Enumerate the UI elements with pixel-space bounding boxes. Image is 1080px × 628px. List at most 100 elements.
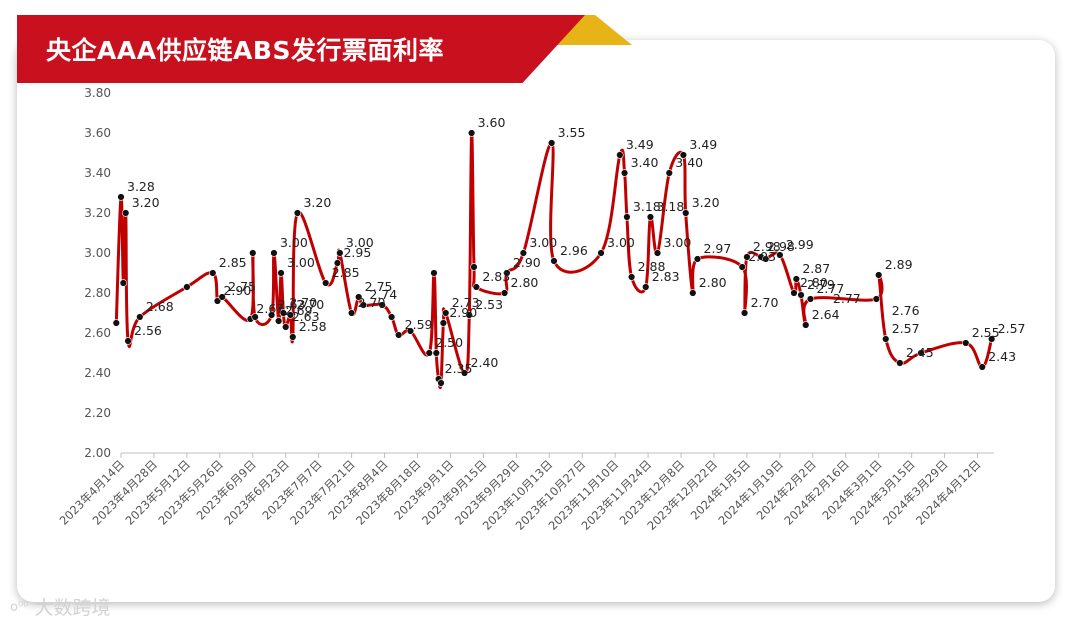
- data-point: [978, 363, 986, 371]
- data-label: 3.18: [656, 199, 684, 214]
- data-point: [249, 249, 257, 257]
- y-tick-label: 2.80: [84, 286, 111, 300]
- series: [112, 129, 996, 390]
- data-label: 2.40: [471, 355, 499, 370]
- data-label: 2.70: [296, 297, 324, 312]
- data-point: [689, 289, 697, 297]
- y-tick-label: 2.00: [84, 446, 111, 460]
- y-tick-label: 2.20: [84, 406, 111, 420]
- data-label: 2.45: [906, 345, 934, 360]
- chart-title: 央企AAA供应链ABS发行票面利率: [46, 36, 444, 65]
- data-label: 2.56: [134, 323, 162, 338]
- data-point: [682, 209, 690, 217]
- data-point: [183, 283, 191, 291]
- data-point: [500, 289, 509, 297]
- data-label: 2.73: [452, 295, 480, 310]
- data-label: 3.28: [127, 179, 155, 194]
- data-label: 2.98: [753, 239, 781, 254]
- data-point: [267, 311, 276, 319]
- data-point: [467, 129, 476, 137]
- data-point: [322, 279, 330, 287]
- data-label: 2.59: [405, 317, 433, 332]
- data-point: [872, 295, 881, 303]
- data-label: 2.50: [435, 335, 463, 350]
- data-point: [738, 263, 746, 271]
- data-point: [693, 255, 702, 263]
- data-point: [627, 273, 636, 281]
- data-label: 3.00: [607, 235, 635, 250]
- y-tick-label: 3.80: [84, 86, 111, 100]
- data-label: 2.89: [885, 257, 913, 272]
- data-point: [354, 293, 363, 301]
- data-point: [119, 279, 128, 287]
- data-point: [743, 253, 751, 261]
- data-label: 3.00: [280, 235, 308, 250]
- data-point: [987, 335, 996, 343]
- data-point: [218, 293, 226, 301]
- data-point: [293, 209, 302, 217]
- data-label: 3.20: [132, 195, 160, 210]
- data-point: [874, 271, 883, 279]
- data-point: [802, 321, 810, 329]
- data-label: 2.57: [998, 321, 1026, 336]
- data-point: [653, 249, 662, 257]
- data-point: [117, 193, 125, 201]
- data-label: 3.40: [631, 155, 659, 170]
- data-label: 2.99: [786, 237, 814, 252]
- data-point: [790, 289, 798, 297]
- data-label: 3.20: [303, 195, 331, 210]
- data-point: [432, 349, 441, 357]
- data-point: [378, 301, 386, 309]
- data-label: 2.90: [513, 255, 541, 270]
- data-point: [277, 269, 285, 277]
- data-point: [792, 275, 801, 283]
- data-point: [620, 169, 629, 177]
- data-point: [465, 311, 473, 319]
- data-label: 2.83: [482, 269, 510, 284]
- data-label: 2.79: [807, 277, 835, 292]
- data-point: [289, 333, 297, 341]
- data-label: 2.74: [369, 287, 397, 302]
- y-tick-label: 3.00: [84, 246, 111, 260]
- x-axis: 2023年4月14日2023年4月28日2023年5月12日2023年5月26日…: [57, 452, 994, 533]
- data-point: [882, 335, 890, 343]
- data-label: 3.49: [689, 137, 717, 152]
- data-point: [209, 269, 217, 277]
- data-point: [213, 297, 222, 305]
- data-label: 2.63: [278, 297, 306, 312]
- data-point: [616, 151, 624, 159]
- data-label: 2.75: [365, 279, 393, 294]
- data-label: 3.00: [287, 255, 315, 270]
- data-label: 2.58: [299, 319, 327, 334]
- data-point: [430, 269, 438, 277]
- data-point: [336, 249, 344, 257]
- data-label: 3.00: [529, 235, 557, 250]
- data-point: [797, 291, 805, 299]
- watermark: ᴏ⁰⁰ 大数跨境: [10, 596, 110, 620]
- data-label: 2.35: [445, 361, 473, 376]
- data-point: [776, 251, 784, 259]
- data-point: [962, 339, 970, 347]
- data-label: 2.80: [511, 275, 539, 290]
- watermark-text: 大数跨境: [34, 597, 111, 619]
- data-label: 2.69: [285, 303, 313, 318]
- data-label: 2.95: [343, 245, 371, 260]
- data-point: [439, 319, 448, 327]
- data-point: [896, 359, 904, 367]
- data-label: 2.90: [449, 305, 477, 320]
- data-label: 3.55: [558, 125, 586, 140]
- data-label: 2.67: [256, 301, 284, 316]
- data-point: [136, 313, 144, 321]
- data-label: 2.80: [800, 275, 828, 290]
- data-point: [547, 139, 556, 147]
- data-label: 2.85: [332, 265, 360, 280]
- y-tick-label: 3.60: [84, 126, 111, 140]
- data-point: [112, 319, 120, 327]
- data-label: 2.90: [223, 283, 251, 298]
- data-point: [425, 349, 433, 357]
- data-label: 3.18: [633, 199, 661, 214]
- data-label: 3.49: [626, 137, 654, 152]
- data-label: 2.70: [289, 295, 317, 310]
- data-point: [270, 249, 278, 257]
